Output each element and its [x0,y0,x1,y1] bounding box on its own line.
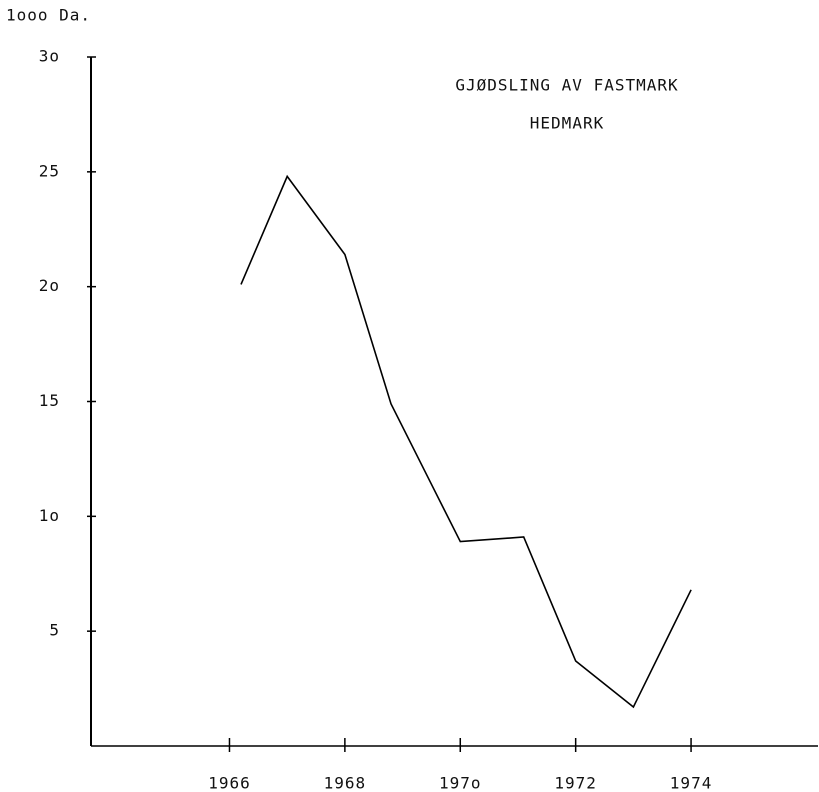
x-tick-label: 1972 [554,774,597,792]
y-tick-label: 2o [39,276,60,295]
x-tick-label: 1968 [324,774,367,792]
data-line [240,174,692,709]
chart-subtitle: HEDMARK [530,114,604,133]
chart-title: GJØDSLING AV FASTMARK [455,76,678,95]
y-tick-label: 3o [39,47,60,66]
y-tick-label: 25 [39,161,60,180]
y-tick-label: 1o [39,506,60,525]
y-axis-label: 1ooo Da. [6,6,91,25]
x-tick-label: 197o [439,774,482,792]
x-tick-label: 1966 [208,774,251,792]
y-tick-label: 5 [49,621,60,640]
y-tick-label: 15 [39,391,60,410]
x-tick-label: 1974 [670,774,713,792]
